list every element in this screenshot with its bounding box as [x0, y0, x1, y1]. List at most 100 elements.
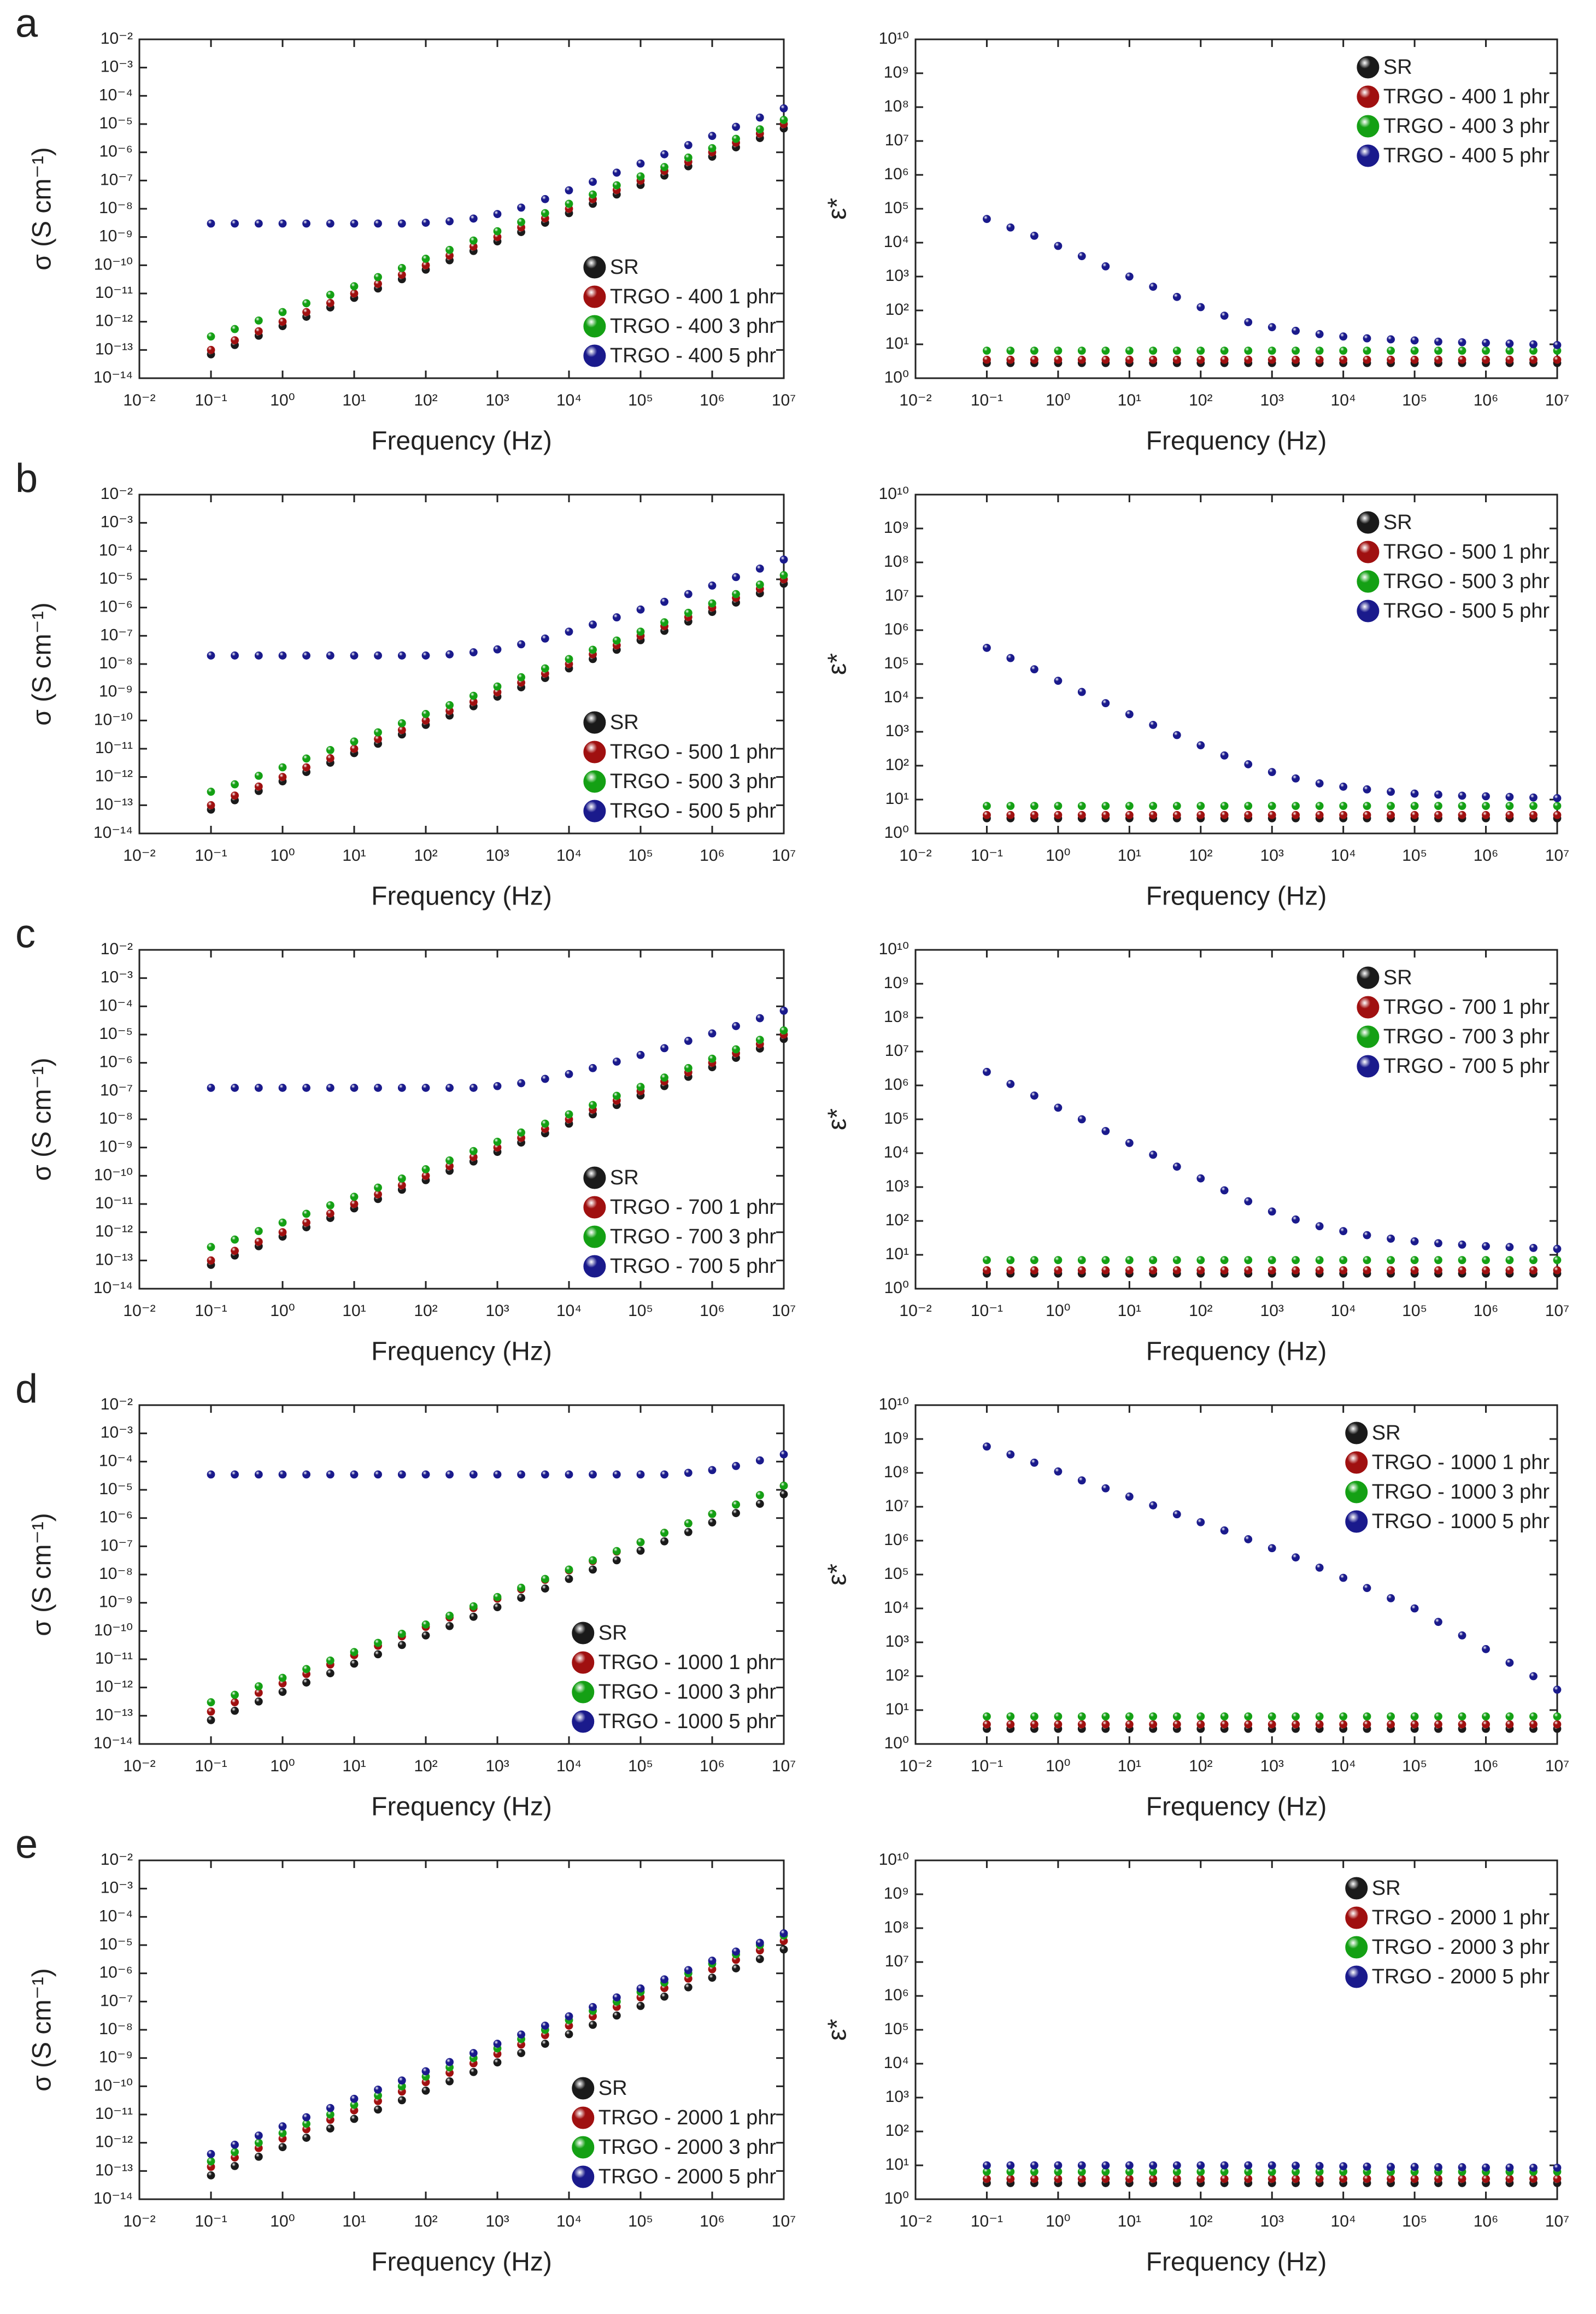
data-point — [732, 573, 740, 582]
data-point — [1030, 1266, 1038, 1275]
data-point — [1387, 1594, 1395, 1602]
data-point — [1077, 802, 1086, 810]
data-point — [278, 308, 287, 316]
y-tick-label: 10⁴ — [884, 1143, 909, 1161]
data-point — [983, 1266, 991, 1275]
data-point — [1149, 1712, 1158, 1720]
data-point — [636, 172, 645, 181]
data-point — [1006, 1720, 1015, 1729]
data-point — [684, 153, 693, 162]
data-point — [1149, 283, 1158, 291]
data-point — [1077, 252, 1086, 261]
data-point — [1268, 802, 1276, 810]
data-point — [207, 1243, 215, 1252]
data-point — [1244, 1256, 1253, 1265]
data-point — [1434, 1256, 1442, 1265]
y-tick-label: 10⁻⁸ — [99, 2020, 133, 2038]
data-points — [983, 215, 1562, 367]
data-point — [612, 1547, 621, 1555]
x-tick-label: 10⁷ — [1545, 1757, 1569, 1775]
y-tick-label: 10⁻⁸ — [99, 1565, 133, 1583]
legend-marker — [572, 2106, 595, 2129]
x-tick-label: 10¹ — [1118, 391, 1141, 409]
data-point — [207, 788, 215, 796]
data-point — [207, 1716, 215, 1724]
data-point — [1149, 1501, 1158, 1510]
data-point — [1125, 1492, 1134, 1501]
data-point — [469, 214, 478, 223]
data-point — [1292, 1553, 1300, 1562]
data-point — [1315, 355, 1324, 364]
data-point — [1244, 346, 1253, 355]
x-tick-label: 10⁻¹ — [195, 1302, 227, 1320]
y-axis-title: ε* — [823, 2019, 852, 2041]
data-point — [1363, 355, 1371, 364]
data-point — [1315, 1563, 1324, 1572]
data-point — [1410, 1256, 1419, 1265]
data-point — [1505, 1256, 1514, 1265]
x-tick-label: 10⁵ — [628, 1302, 653, 1320]
data-point — [1292, 1720, 1300, 1729]
data-point — [636, 605, 645, 614]
data-point — [207, 332, 215, 341]
x-tick-label: 10¹ — [342, 1302, 366, 1320]
x-tick-label: 10⁰ — [1046, 847, 1070, 865]
legend-marker — [1345, 1936, 1368, 1959]
data-point — [421, 710, 430, 718]
data-point — [1505, 1720, 1514, 1729]
x-tick-label: 10⁻¹ — [195, 2212, 227, 2230]
data-point — [1220, 1266, 1229, 1275]
data-point — [1434, 811, 1442, 819]
data-point — [1125, 2161, 1134, 2170]
data-point — [1482, 1720, 1490, 1729]
data-point — [779, 555, 788, 564]
data-point — [326, 1470, 335, 1479]
data-point — [1077, 1720, 1086, 1729]
legend-marker — [1357, 56, 1380, 79]
x-tick-label: 10⁻² — [899, 391, 931, 409]
data-point — [541, 1074, 549, 1083]
x-tick-label: 10⁷ — [772, 1757, 796, 1775]
legend-text: SR — [1383, 56, 1412, 79]
data-point — [565, 1575, 573, 1583]
data-point — [421, 255, 430, 263]
data-point — [684, 1983, 693, 1992]
data-point — [983, 644, 991, 652]
legend-text: TRGO - 500 3 phr — [610, 770, 776, 793]
data-point — [1434, 1712, 1442, 1720]
x-tick-label: 10⁻² — [123, 2212, 155, 2230]
y-tick-label: 10⁻¹² — [95, 312, 133, 330]
data-point — [1553, 811, 1562, 819]
data-point — [517, 1128, 525, 1137]
data-point — [1292, 1215, 1300, 1224]
data-point — [1268, 1256, 1276, 1265]
data-point — [1268, 1712, 1276, 1720]
data-point — [1315, 1256, 1324, 1265]
data-point — [1220, 1720, 1229, 1729]
legend-marker — [583, 1196, 606, 1219]
data-point — [1339, 2175, 1348, 2183]
data-point — [1077, 1115, 1086, 1124]
data-point — [397, 1641, 406, 1649]
data-point — [1434, 1266, 1442, 1275]
data-point — [1410, 789, 1419, 798]
data-point — [779, 571, 788, 579]
data-point — [445, 1156, 454, 1165]
data-point — [1339, 355, 1348, 364]
data-point — [1315, 1222, 1324, 1231]
legend: SR TRGO - 400 1 phr TRGO - 400 3 phr TRGO -… — [583, 256, 776, 367]
legend-marker — [572, 1651, 595, 1674]
y-tick-label: 10⁻² — [101, 940, 133, 958]
x-tick-label: 10⁰ — [270, 1757, 295, 1775]
y-tick-label: 10⁻¹² — [95, 767, 133, 785]
data-point — [1244, 2175, 1253, 2183]
data-point — [1196, 346, 1205, 355]
x-tick-label: 10⁻¹ — [195, 391, 227, 409]
data-point — [517, 2049, 525, 2057]
y-axis-title: σ (S cm⁻¹) — [28, 602, 57, 726]
legend-marker — [572, 2077, 595, 2100]
legend-text: TRGO - 500 5 phr — [610, 800, 776, 823]
data-points — [983, 2161, 1562, 2187]
data-point — [636, 1546, 645, 1555]
data-point — [374, 1183, 382, 1192]
